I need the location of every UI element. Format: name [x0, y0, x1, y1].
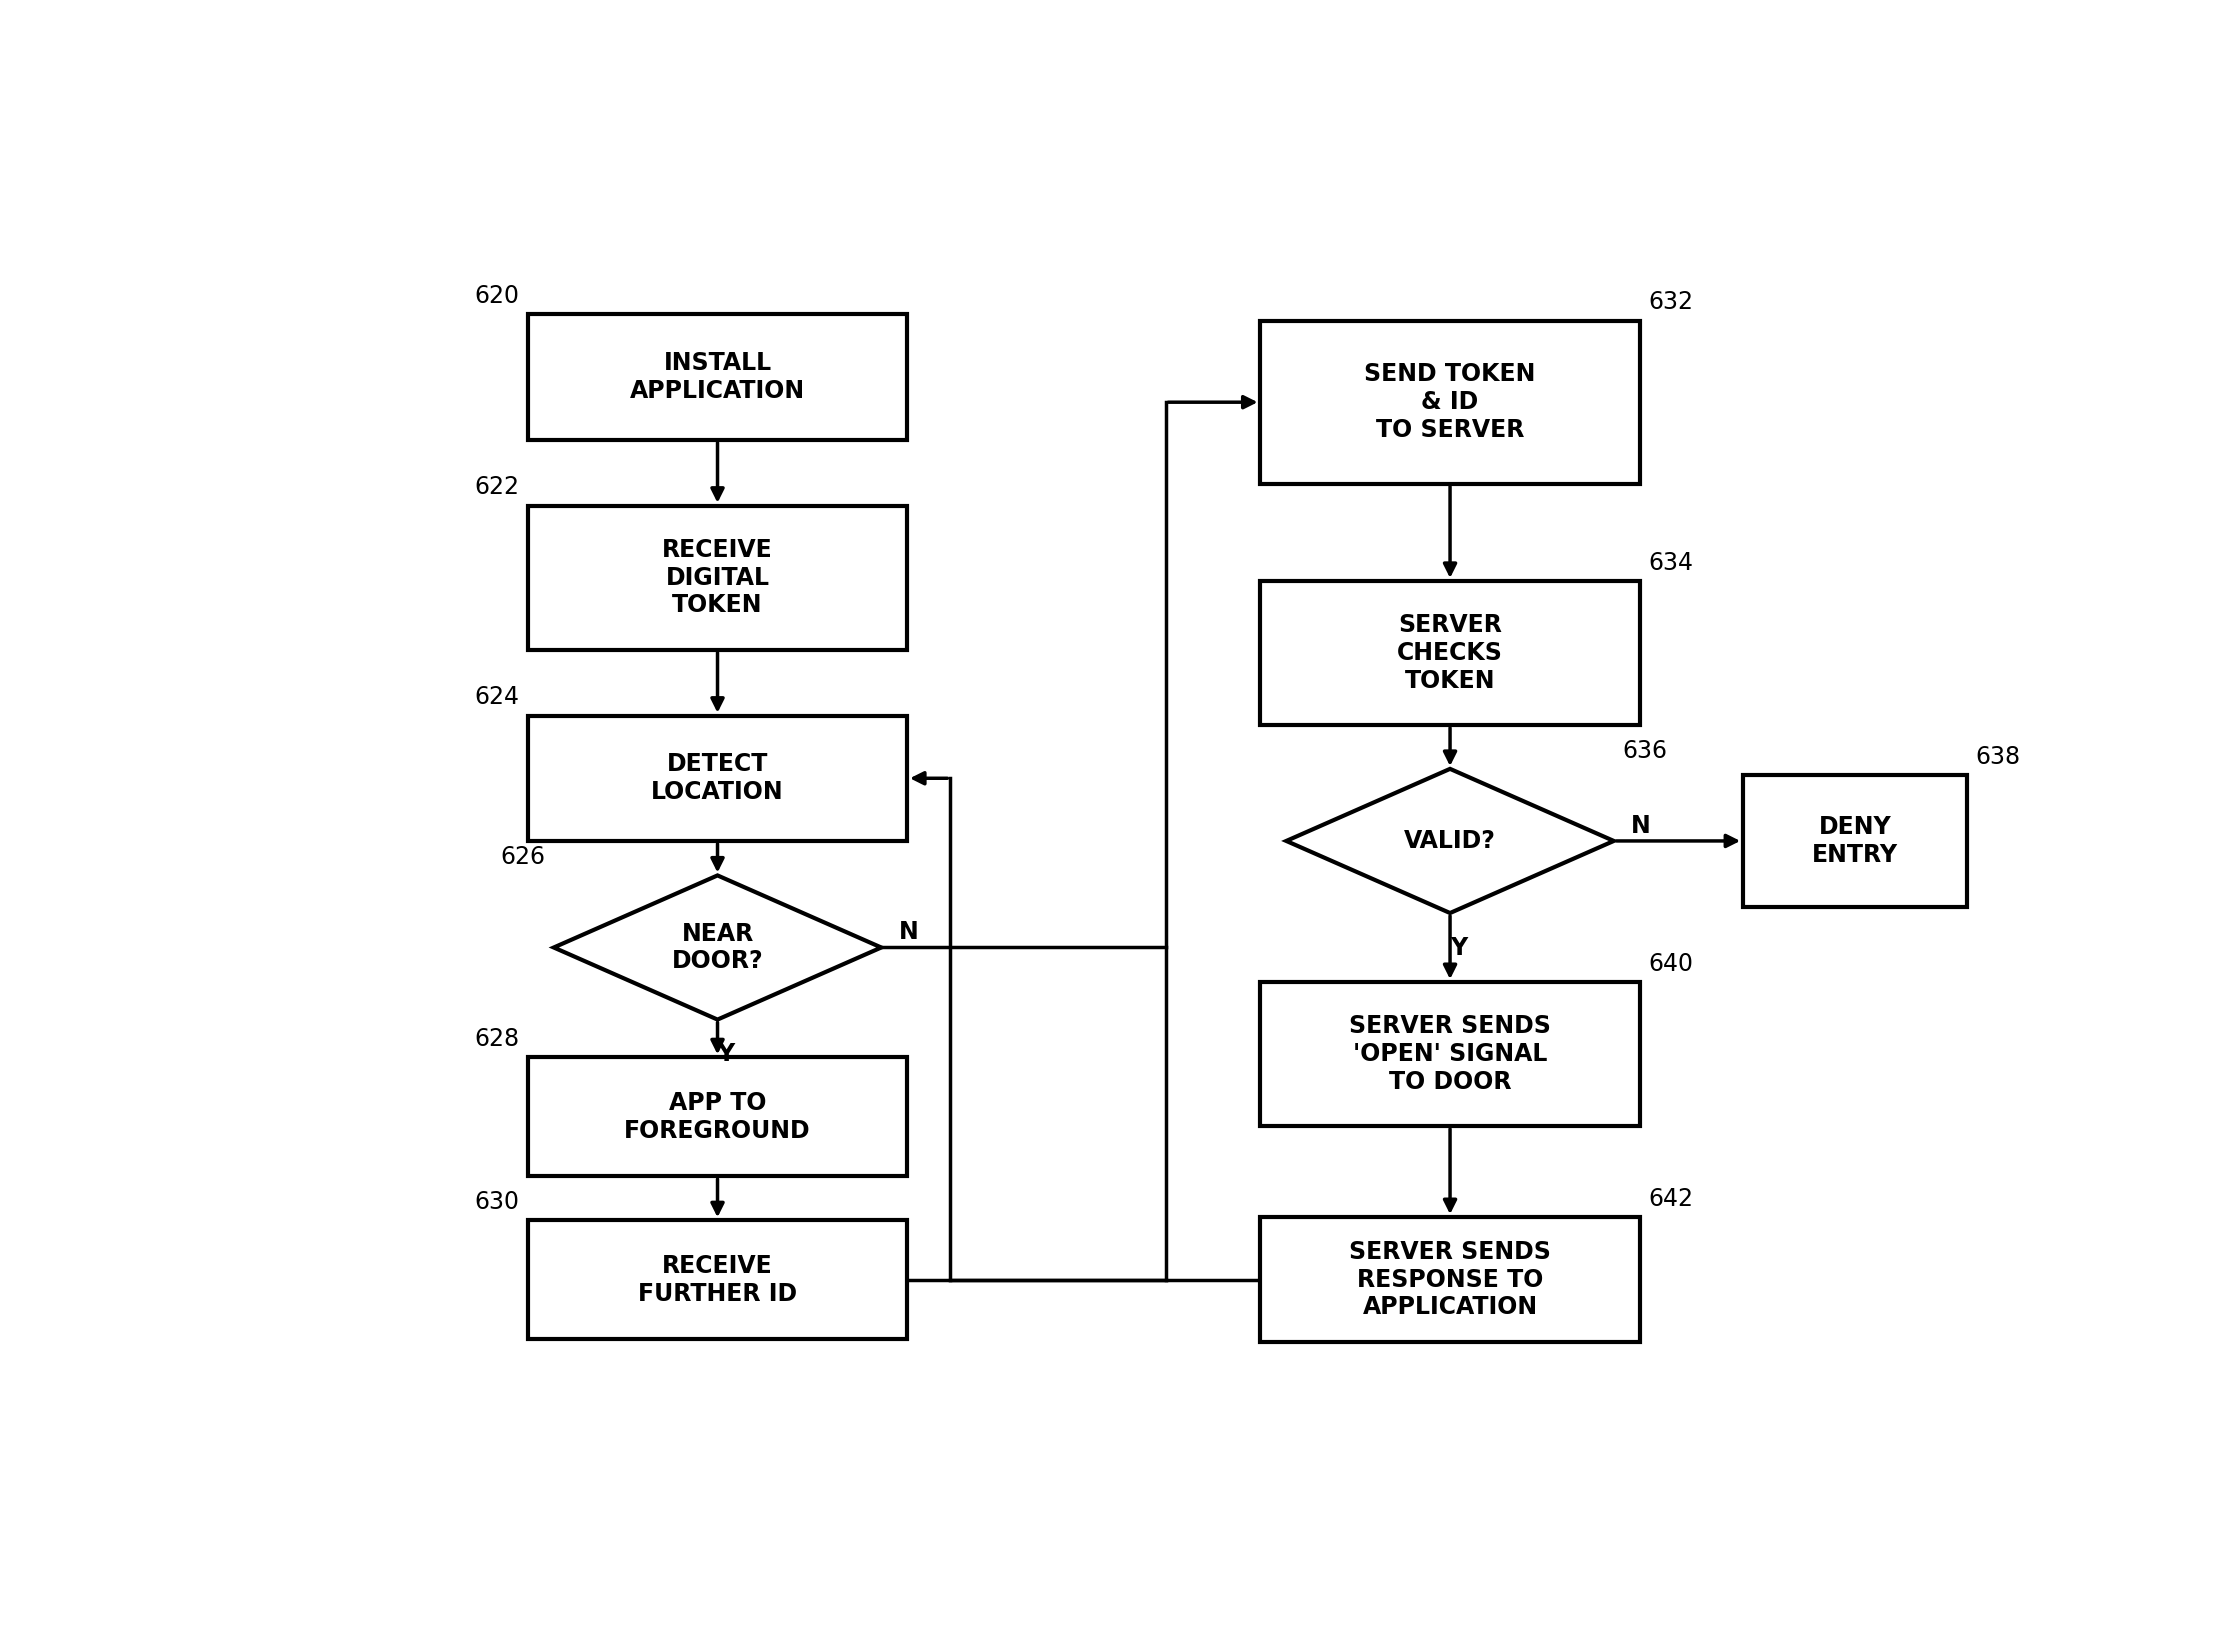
Text: 640: 640 — [1648, 952, 1692, 975]
Text: INSTALL
APPLICATION: INSTALL APPLICATION — [629, 352, 805, 404]
Text: 636: 636 — [1624, 739, 1668, 762]
Text: 642: 642 — [1648, 1187, 1692, 1211]
Text: NEAR
DOOR?: NEAR DOOR? — [672, 921, 763, 974]
Text: SERVER SENDS
RESPONSE TO
APPLICATION: SERVER SENDS RESPONSE TO APPLICATION — [1350, 1241, 1550, 1319]
Text: DENY
ENTRY: DENY ENTRY — [1813, 816, 1897, 866]
FancyBboxPatch shape — [1261, 581, 1639, 724]
Text: 634: 634 — [1648, 550, 1692, 575]
FancyBboxPatch shape — [1261, 982, 1639, 1127]
Text: RECEIVE
DIGITAL
TOKEN: RECEIVE DIGITAL TOKEN — [663, 537, 774, 617]
FancyBboxPatch shape — [527, 506, 907, 650]
Text: 630: 630 — [474, 1190, 520, 1214]
Text: DETECT
LOCATION: DETECT LOCATION — [652, 752, 783, 804]
Text: 622: 622 — [474, 475, 520, 500]
FancyBboxPatch shape — [1744, 775, 1968, 907]
Text: 620: 620 — [474, 285, 520, 308]
FancyBboxPatch shape — [1261, 321, 1639, 484]
Polygon shape — [1285, 768, 1615, 913]
Text: SERVER SENDS
'OPEN' SIGNAL
TO DOOR: SERVER SENDS 'OPEN' SIGNAL TO DOOR — [1350, 1014, 1550, 1094]
FancyBboxPatch shape — [527, 314, 907, 440]
Text: 628: 628 — [474, 1027, 520, 1052]
FancyBboxPatch shape — [1261, 1218, 1639, 1343]
Polygon shape — [554, 876, 881, 1019]
FancyBboxPatch shape — [527, 1057, 907, 1177]
Text: 638: 638 — [1975, 746, 2022, 768]
Text: RECEIVE
FURTHER ID: RECEIVE FURTHER ID — [638, 1254, 796, 1306]
Text: SERVER
CHECKS
TOKEN: SERVER CHECKS TOKEN — [1397, 614, 1503, 692]
Text: Y: Y — [1450, 936, 1468, 959]
Text: N: N — [898, 920, 919, 944]
Text: 626: 626 — [500, 845, 545, 869]
FancyBboxPatch shape — [527, 1219, 907, 1340]
Text: VALID?: VALID? — [1403, 829, 1497, 853]
Text: SEND TOKEN
& ID
TO SERVER: SEND TOKEN & ID TO SERVER — [1363, 363, 1537, 441]
Text: N: N — [1630, 814, 1650, 838]
Text: 632: 632 — [1648, 290, 1692, 314]
FancyBboxPatch shape — [527, 716, 907, 842]
Text: APP TO
FOREGROUND: APP TO FOREGROUND — [625, 1091, 812, 1143]
Text: Y: Y — [718, 1042, 734, 1066]
Text: 624: 624 — [474, 685, 520, 710]
